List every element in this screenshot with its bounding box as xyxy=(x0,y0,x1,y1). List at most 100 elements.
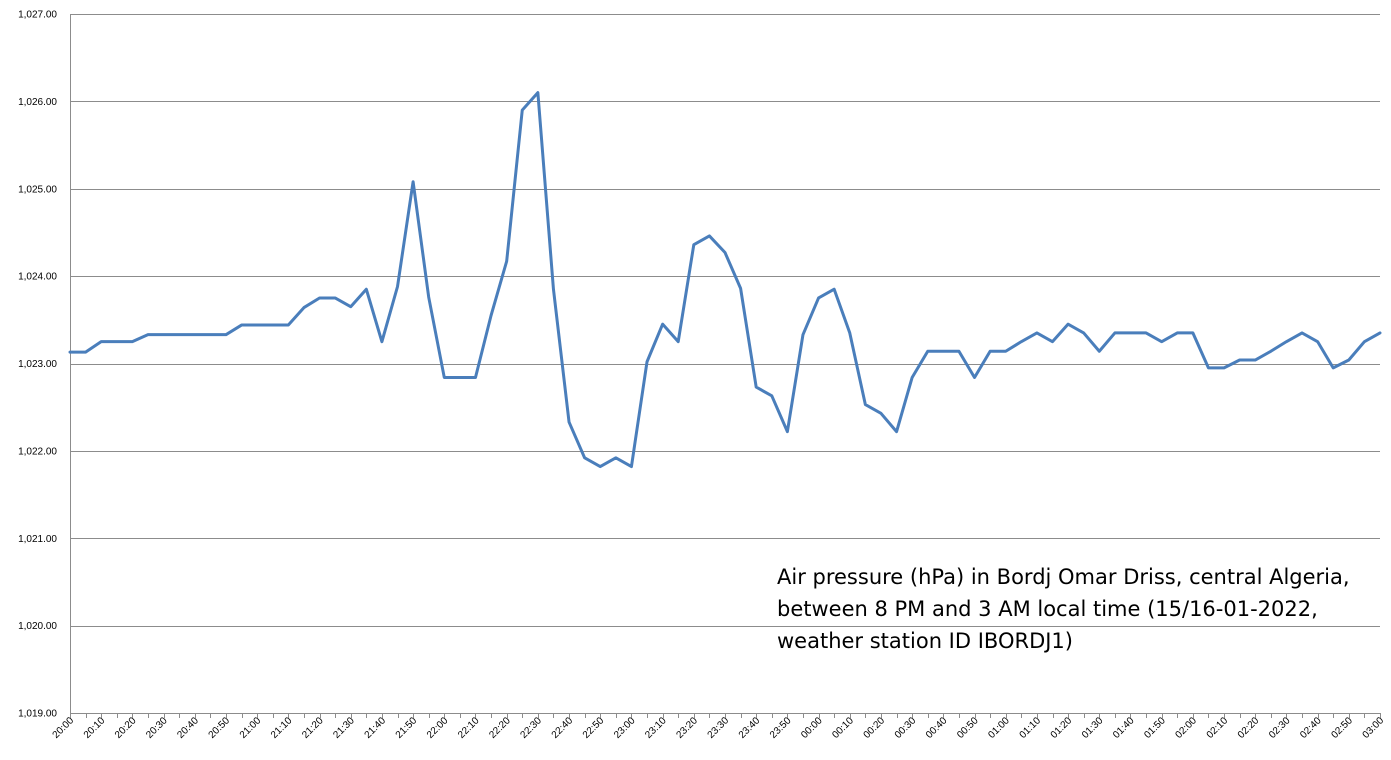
data-point xyxy=(474,376,477,379)
data-point xyxy=(677,340,680,343)
x-tick-label: 02:40 xyxy=(1298,715,1324,741)
y-axis-tick-labels: 1,019.00 1,020.00 1,021.00 1,022.00 1,023.00… xyxy=(18,10,57,720)
data-point xyxy=(318,296,321,299)
data-point xyxy=(1098,350,1101,353)
x-tick-label: 01:50 xyxy=(1142,715,1168,741)
data-point xyxy=(957,350,960,353)
x-tick-label: 21:50 xyxy=(394,715,420,741)
data-point xyxy=(786,430,789,433)
data-point xyxy=(848,331,851,334)
data-point xyxy=(1207,366,1210,369)
data-point xyxy=(1145,331,1148,334)
data-point xyxy=(724,251,727,254)
data-point xyxy=(833,288,836,291)
data-point xyxy=(334,296,337,299)
data-point xyxy=(1363,340,1366,343)
y-tick-label: 1,025.00 xyxy=(18,184,57,195)
x-tick-label: 22:40 xyxy=(550,715,576,741)
x-tick-label: 23:00 xyxy=(612,715,638,741)
data-point xyxy=(1238,359,1241,362)
data-point xyxy=(1254,359,1257,362)
x-tick-label: 23:30 xyxy=(706,715,732,741)
data-point xyxy=(146,333,149,336)
data-point xyxy=(271,324,274,327)
data-point xyxy=(1035,331,1038,334)
data-point xyxy=(879,412,882,415)
data-point xyxy=(115,340,118,343)
y-tick-label: 1,021.00 xyxy=(18,534,57,545)
axes xyxy=(70,14,1381,718)
data-point xyxy=(240,324,243,327)
x-tick-label: 02:30 xyxy=(1267,715,1293,741)
y-tick-label: 1,023.00 xyxy=(18,359,57,370)
data-point xyxy=(583,456,586,459)
data-point xyxy=(864,403,867,406)
x-tick-label: 21:20 xyxy=(300,715,326,741)
x-tick-label: 00:40 xyxy=(924,715,950,741)
x-tick-label: 23:50 xyxy=(768,715,794,741)
data-point xyxy=(1301,331,1304,334)
data-point xyxy=(614,456,617,459)
annotation-line-1: Air pressure (hPa) in Bordj Omar Driss, … xyxy=(777,565,1350,589)
data-point xyxy=(380,340,383,343)
data-point xyxy=(1269,350,1272,353)
x-tick-label: 00:50 xyxy=(955,715,981,741)
data-point xyxy=(505,260,508,263)
data-point xyxy=(973,376,976,379)
x-tick-label: 02:00 xyxy=(1174,715,1200,741)
data-point xyxy=(661,323,664,326)
x-tick-label: 22:20 xyxy=(487,715,513,741)
x-tick-label: 21:00 xyxy=(238,715,264,741)
data-point xyxy=(1004,350,1007,353)
annotation-line-3: weather station ID IBORDJ1) xyxy=(777,629,1073,653)
x-tick-label: 21:10 xyxy=(269,715,295,741)
data-point xyxy=(895,430,898,433)
x-tick-label: 01:40 xyxy=(1111,715,1137,741)
data-point xyxy=(1113,331,1116,334)
x-tick-label: 01:10 xyxy=(1018,715,1044,741)
x-tick-label: 02:20 xyxy=(1236,715,1262,741)
data-point xyxy=(536,91,539,94)
data-point xyxy=(1067,323,1070,326)
x-tick-label: 01:20 xyxy=(1049,715,1075,741)
x-axis-tick-labels: 20:00 20:10 20:20 20:30 20:40 20:50 21:00 21:10… xyxy=(51,715,1387,741)
data-point xyxy=(708,234,711,237)
data-point xyxy=(739,287,742,290)
annotation-line-2: between 8 PM and 3 AM local time (15/16-… xyxy=(777,597,1318,621)
data-point xyxy=(1051,340,1054,343)
x-tick-label: 21:40 xyxy=(363,715,389,741)
y-tick-label: 1,020.00 xyxy=(18,621,57,632)
data-point xyxy=(646,360,649,363)
data-point xyxy=(630,465,633,468)
data-point xyxy=(365,288,368,291)
data-point xyxy=(349,305,352,308)
x-tick-label: 02:10 xyxy=(1205,715,1231,741)
data-point xyxy=(396,285,399,288)
data-point xyxy=(490,314,493,317)
x-tick-label: 00:30 xyxy=(893,715,919,741)
data-point xyxy=(458,376,461,379)
x-tick-label: 22:30 xyxy=(519,715,545,741)
x-tick-label: 23:10 xyxy=(643,715,669,741)
data-point xyxy=(69,351,72,354)
data-point xyxy=(1082,331,1085,334)
data-point xyxy=(926,350,929,353)
data-point xyxy=(193,333,196,336)
x-tick-label: 22:00 xyxy=(425,715,451,741)
data-point xyxy=(302,306,305,309)
data-point xyxy=(131,340,134,343)
chart-annotation: Air pressure (hPa) in Bordj Omar Driss, … xyxy=(777,561,1377,657)
x-tick-label: 21:30 xyxy=(331,715,357,741)
x-tick-label: 22:50 xyxy=(581,715,607,741)
x-tick-label: 01:00 xyxy=(986,715,1012,741)
y-tick-label: 1,019.00 xyxy=(18,709,57,720)
x-tick-label: 01:30 xyxy=(1080,715,1106,741)
data-point xyxy=(443,376,446,379)
x-tick-label: 02:50 xyxy=(1329,715,1355,741)
x-tick-label: 23:20 xyxy=(674,715,700,741)
data-point xyxy=(552,288,555,291)
data-point xyxy=(1379,331,1382,334)
data-point xyxy=(1191,331,1194,334)
data-point xyxy=(1129,331,1132,334)
